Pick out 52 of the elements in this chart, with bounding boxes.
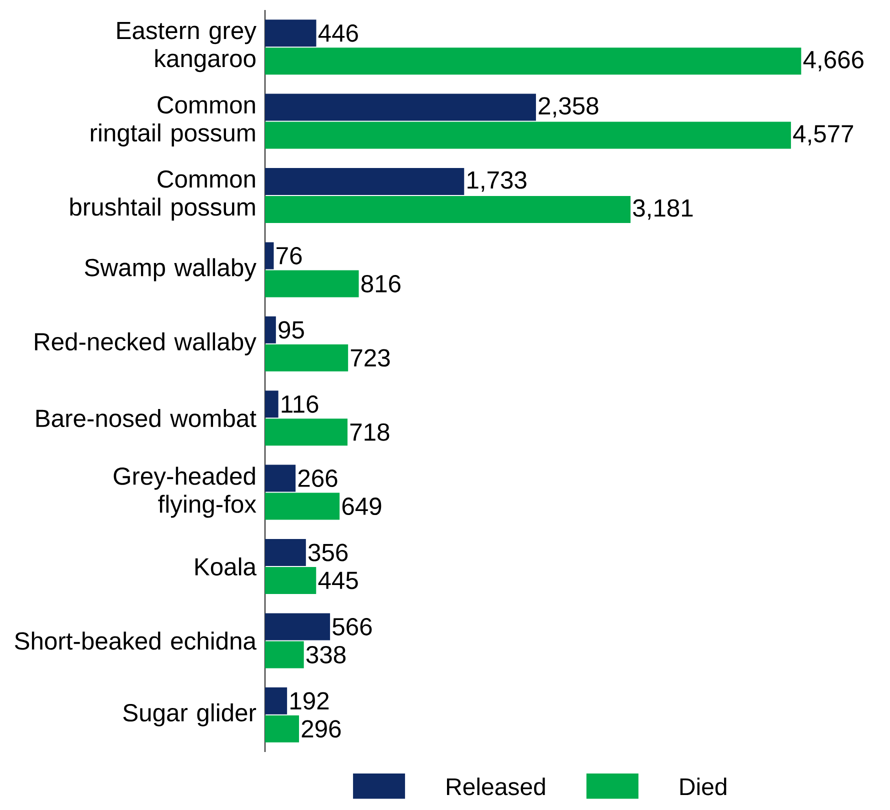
bar: [265, 567, 316, 594]
bar: [265, 122, 791, 149]
bar: [265, 48, 802, 75]
bar: [265, 20, 316, 47]
y-tick-label: Grey-headed flying-fox: [114, 466, 256, 518]
bar: [265, 94, 536, 121]
data-label: 4,577: [793, 125, 854, 146]
data-label: 3,181: [633, 199, 693, 220]
data-label: 446: [318, 24, 358, 42]
bar: [265, 613, 330, 640]
legend-label: Died: [680, 778, 726, 796]
data-label: 649: [342, 498, 382, 516]
bar: [265, 687, 288, 714]
bar: [265, 715, 300, 742]
bar: [265, 270, 359, 298]
data-label: 723: [350, 349, 390, 367]
y-tick-label: Eastern grey kangaroo: [117, 22, 256, 72]
data-label: 445: [318, 572, 358, 590]
data-label: 192: [290, 692, 329, 710]
y-tick-label: Swamp wallaby: [84, 258, 256, 282]
data-label: 296: [302, 720, 341, 738]
data-label: 2,358: [538, 97, 598, 118]
data-label: 338: [306, 646, 346, 664]
bar: [265, 641, 304, 668]
data-label: 1,733: [468, 171, 526, 192]
y-tick-label: Koala: [195, 557, 256, 576]
y-tick-label: Sugar glider: [123, 703, 256, 726]
data-label: 356: [308, 544, 348, 562]
bar: [265, 168, 464, 195]
data-label: 816: [361, 274, 400, 292]
bar: [265, 344, 348, 372]
bar: [265, 242, 274, 270]
data-label: 566: [332, 618, 372, 636]
y-tick-label: Bare-nosed wombat: [36, 409, 256, 428]
bar: [265, 539, 306, 566]
bar: [265, 390, 278, 418]
data-label: 4,666: [803, 50, 864, 72]
y-tick-label: Short-beaked echidna: [14, 632, 256, 650]
legend-label: Released: [447, 778, 545, 796]
data-label: 95: [278, 321, 304, 339]
bar: [265, 196, 631, 223]
bar: [265, 464, 296, 492]
data-label: 718: [350, 423, 390, 441]
bar: [265, 316, 276, 344]
data-label: 116: [282, 395, 318, 413]
bar: [265, 492, 340, 520]
data-label: 76: [276, 246, 302, 264]
data-label: 266: [298, 470, 338, 488]
y-tick-label: Red-necked wallaby: [35, 332, 256, 356]
y-tick-label: Common brushtail possum: [70, 170, 255, 221]
y-tick-label: Common ringtail possum: [90, 96, 255, 146]
bar: [265, 418, 348, 446]
